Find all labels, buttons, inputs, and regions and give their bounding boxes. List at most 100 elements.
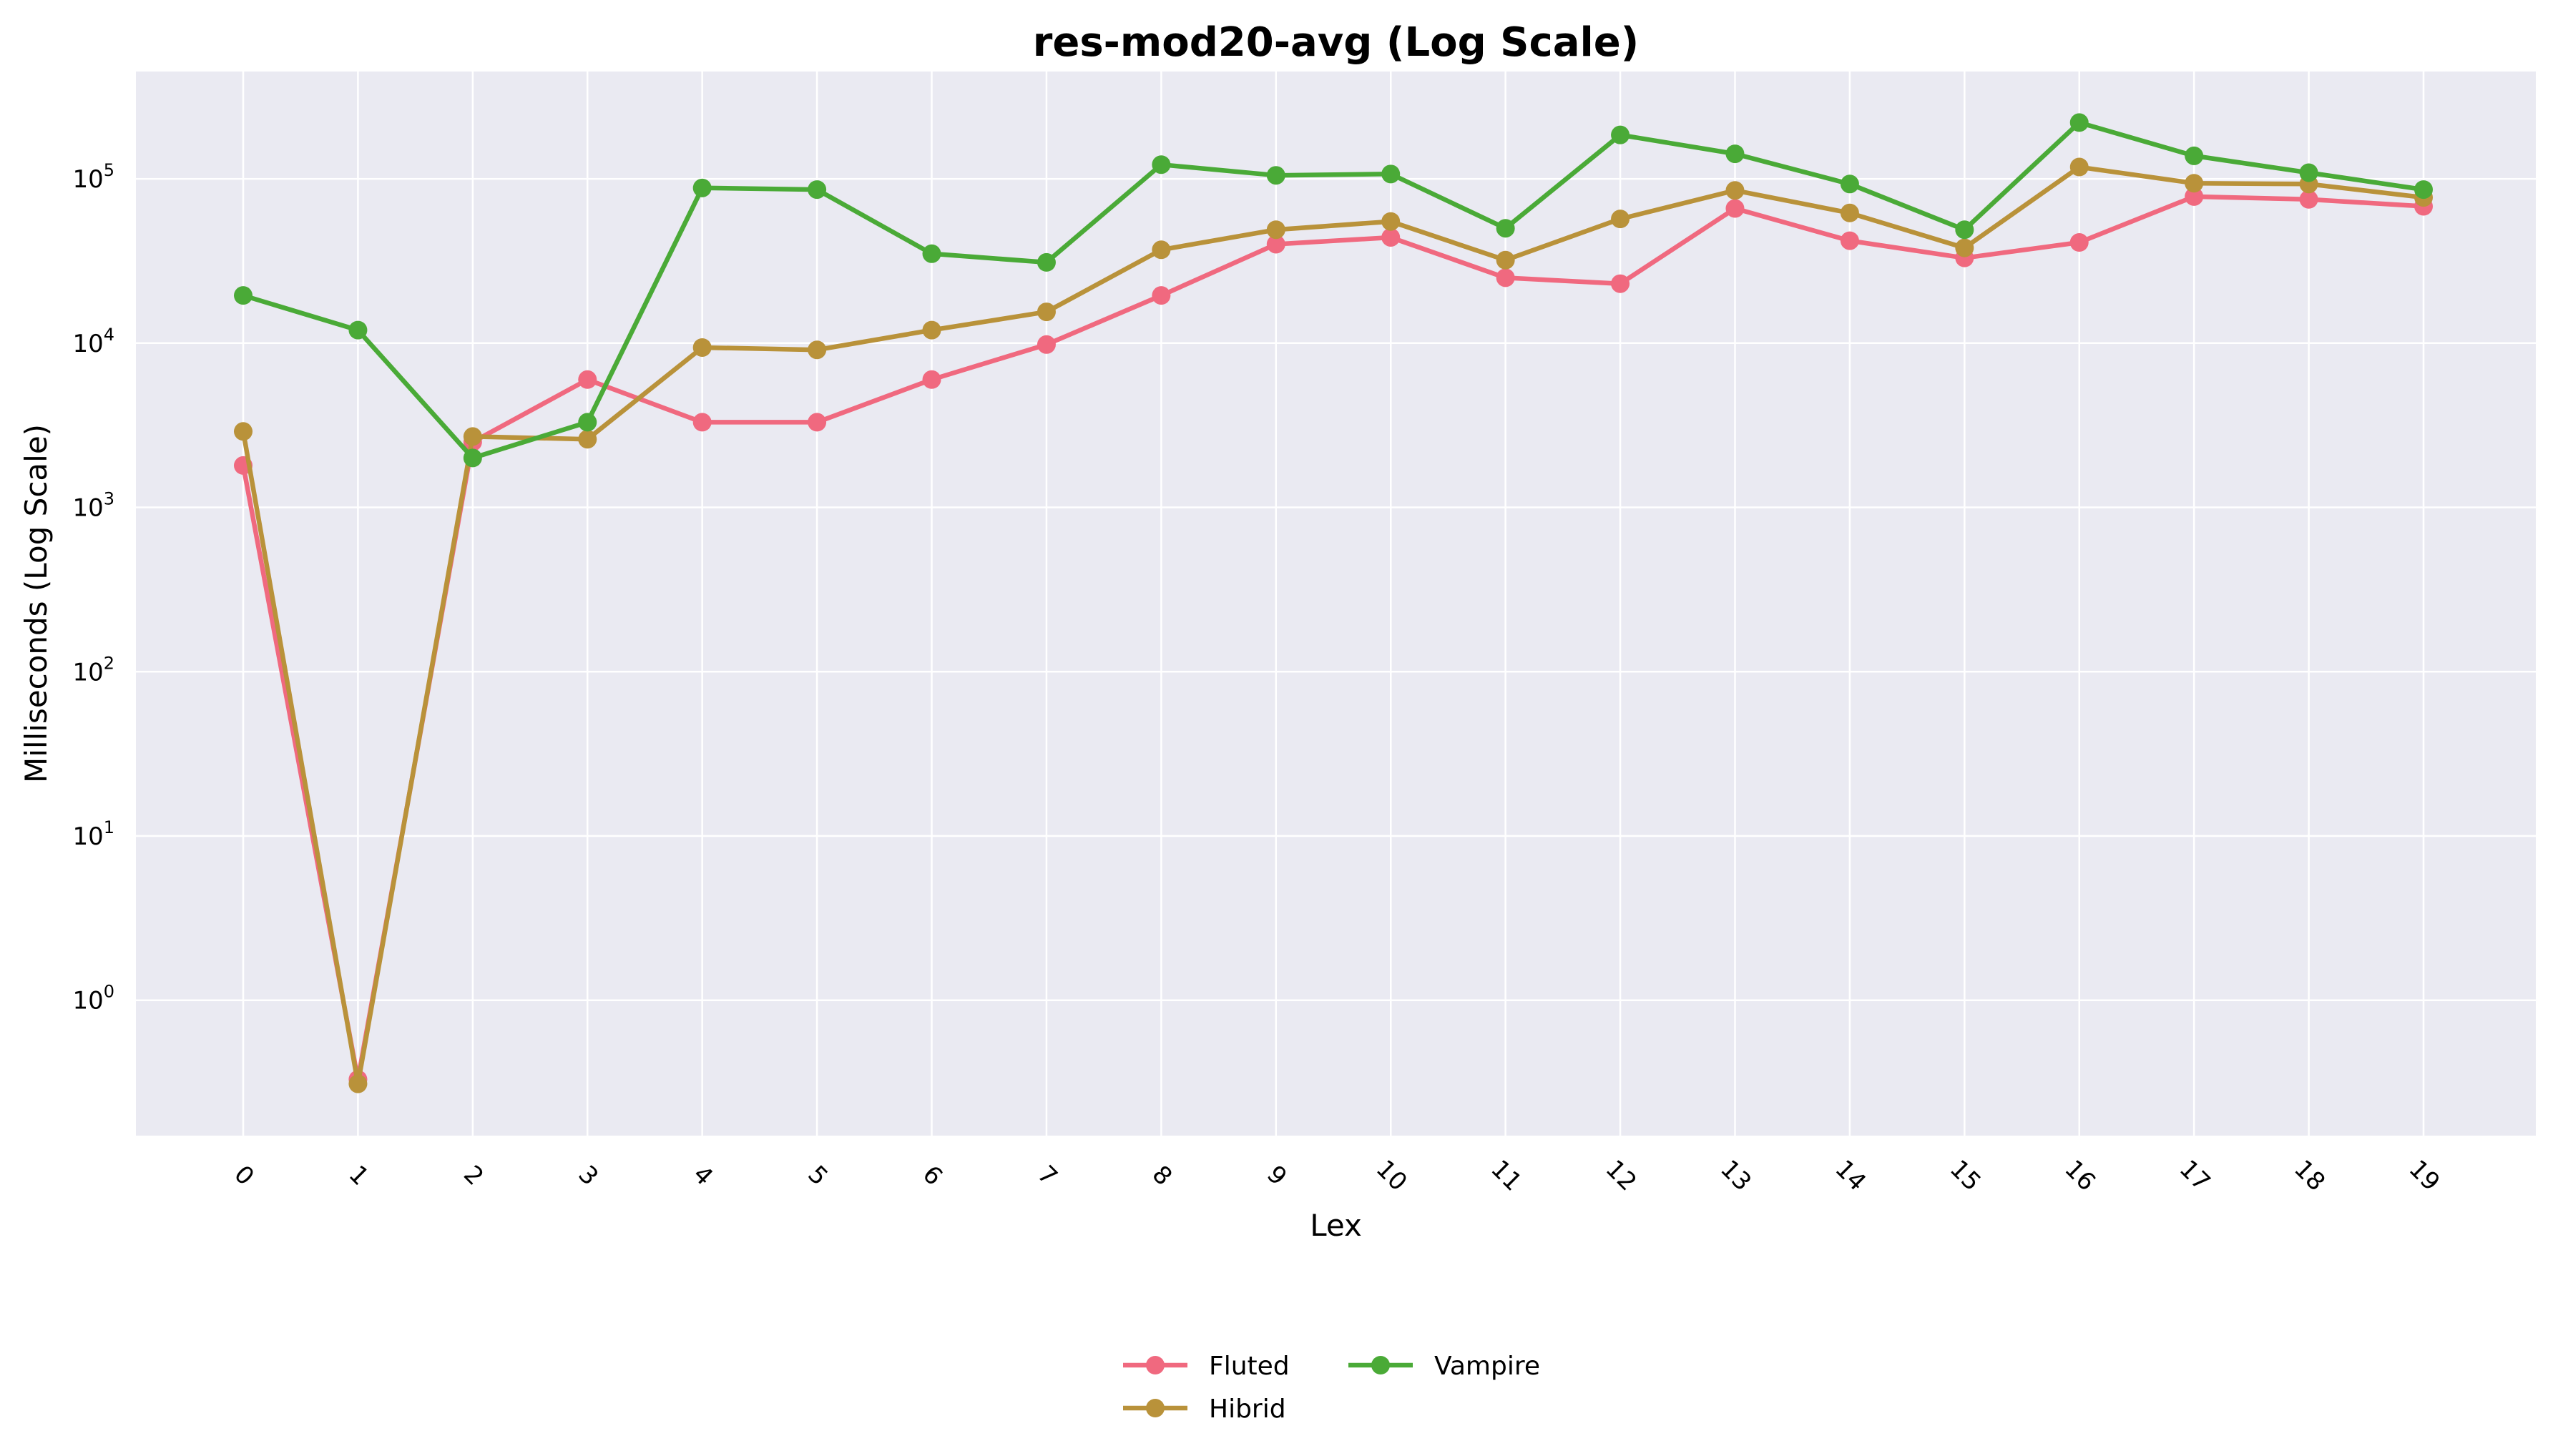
data-point [2299,190,2318,209]
data-point [2069,157,2089,177]
data-point [1611,274,1630,293]
data-point [1840,174,1859,194]
x-tick-label: 5 [802,1160,833,1191]
x-tick-label: 6 [917,1160,949,1191]
data-point [692,413,712,432]
data-point [2299,163,2318,182]
data-point [1955,238,1974,257]
data-point [1266,235,1285,254]
data-point [234,286,253,305]
data-point [2185,187,2204,206]
data-point [578,413,597,432]
y-tick-label: 104 [72,325,114,358]
data-point [922,320,941,340]
x-tick-label: 10 [1371,1155,1413,1197]
x-tick-label: 12 [1600,1155,1642,1197]
x-tick-label: 13 [1715,1155,1757,1197]
data-point [1725,144,1745,164]
data-point [1152,286,1171,305]
data-point [1840,203,1859,222]
data-point [1381,164,1401,184]
legend-item-hibrid: Hibrid [1123,1394,1286,1424]
legend-swatch-marker [1371,1356,1390,1374]
legend-item-vampire: Vampire [1348,1352,1540,1381]
legend-label: Fluted [1209,1352,1290,1381]
data-point [1955,220,1974,240]
data-point [1266,166,1285,185]
x-tick-label: 3 [573,1160,604,1191]
data-point [692,338,712,357]
plot-area [136,72,2536,1136]
data-point [1496,250,1515,270]
series-hibrid [234,157,2433,1093]
data-point [1266,220,1285,240]
legend-label: Hibrid [1209,1394,1286,1424]
data-point [578,430,597,449]
data-point [1725,199,1745,218]
chart-title: res-mod20-avg (Log Scale) [1033,19,1640,66]
y-axis-ticks: 100 101 102 103 104 105 [72,160,114,1015]
data-point [1381,227,1401,247]
data-point [808,340,827,360]
data-point [922,244,941,263]
x-tick-label: 9 [1261,1160,1293,1191]
data-point [1840,231,1859,250]
data-point [1381,212,1401,231]
data-point [2185,146,2204,165]
data-point [2069,233,2089,252]
data-point [1037,335,1056,354]
legend: Fluted Hibrid Vampire [1123,1352,1540,1424]
x-tick-label: 0 [228,1160,260,1191]
data-point [808,180,827,200]
data-point [1152,155,1171,174]
legend-swatch-marker [1146,1399,1165,1417]
data-point [1037,252,1056,272]
data-point [463,427,482,446]
x-tick-label: 7 [1032,1160,1063,1191]
data-point [1496,268,1515,287]
y-tick-label: 102 [72,653,114,687]
data-point [1037,302,1056,322]
data-point [1611,210,1630,229]
x-tick-label: 16 [2059,1155,2101,1197]
series-layer [234,113,2433,1093]
data-point [348,1074,368,1093]
data-point [2185,174,2204,193]
x-axis-ticks: 0 1 2 3 4 5 6 7 8 9 10 11 12 13 14 15 16 17 18 19 [228,1155,2445,1197]
data-point [234,422,253,441]
series-line [242,120,2424,461]
data-point [2069,113,2089,132]
series-line [240,164,2424,1086]
x-tick-label: 11 [1485,1155,1527,1197]
y-tick-label: 100 [72,982,114,1015]
x-tick-label: 2 [458,1160,489,1191]
data-point [463,448,482,468]
data-point [692,178,712,197]
x-tick-label: 18 [2288,1155,2331,1197]
data-point [1152,240,1171,260]
x-tick-label: 17 [2174,1155,2216,1197]
y-tick-label: 105 [72,160,114,194]
x-tick-label: 1 [343,1160,375,1191]
data-point [922,370,941,389]
data-point [1611,125,1630,144]
data-point [808,413,827,432]
series-vampire [234,113,2433,468]
y-tick-label: 103 [72,489,114,523]
data-point [1496,219,1515,238]
grid [136,72,2536,1136]
x-tick-label: 4 [687,1160,719,1191]
x-tick-label: 14 [1830,1155,1872,1197]
data-point [2414,180,2433,200]
x-axis-label: Lex [1310,1208,1362,1243]
x-tick-label: 15 [1944,1155,1986,1197]
data-point [578,370,597,389]
legend-label: Vampire [1434,1352,1540,1381]
legend-swatch-marker [1146,1356,1165,1374]
y-tick-label: 101 [72,817,114,851]
legend-item-fluted: Fluted [1123,1352,1290,1381]
data-point [348,320,368,340]
data-point [1725,181,1745,200]
x-tick-label: 19 [2403,1155,2446,1197]
